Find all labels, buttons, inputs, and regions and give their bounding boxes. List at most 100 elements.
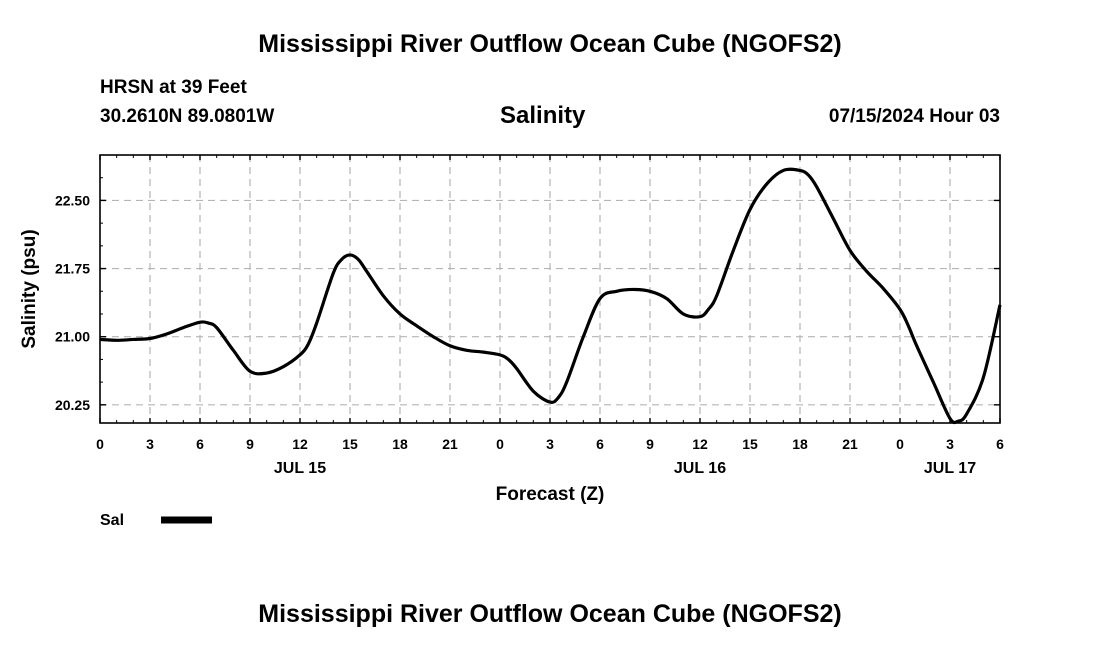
data-point [816, 186, 818, 188]
data-point [807, 174, 809, 176]
y-axis-label: Salinity (psu) [19, 229, 40, 348]
x-tick-label: 6 [596, 436, 604, 452]
x-tick-label: 12 [292, 436, 308, 452]
data-point [616, 290, 618, 292]
footer-title: Mississippi River Outflow Ocean Cube (NG… [258, 600, 842, 628]
day-label: JUL 17 [924, 460, 976, 477]
x-tick-label: 0 [896, 436, 904, 452]
data-point [341, 258, 343, 261]
data-point [307, 343, 309, 345]
data-point [732, 249, 734, 251]
data-point [382, 295, 384, 297]
data-point [982, 376, 984, 379]
data-point [566, 381, 568, 383]
data-point [932, 381, 934, 383]
data-point [399, 313, 401, 315]
data-point [799, 169, 801, 172]
data-point [316, 322, 318, 324]
plot-frame [99, 154, 1001, 424]
day-label: JUL 15 [274, 460, 326, 477]
data-point [866, 270, 868, 272]
data-point [299, 354, 301, 356]
data-point [849, 249, 851, 251]
x-tick-label: 21 [442, 436, 458, 452]
x-tick-label: 0 [96, 436, 104, 452]
forecast-timestamp: 07/15/2024 Hour 03 [828, 106, 1000, 127]
y-tick-label: 22.50 [55, 192, 90, 208]
x-tick-label: 6 [996, 436, 1004, 452]
x-tick-label: 0 [496, 436, 504, 452]
data-point [916, 345, 918, 347]
page-title: Mississippi River Outflow Ocean Cube (NG… [258, 30, 842, 58]
x-tick-label: 18 [792, 436, 808, 452]
x-tick-label: 18 [392, 436, 408, 452]
x-tick-label: 6 [196, 436, 204, 452]
data-point [557, 396, 559, 399]
data-point [499, 354, 501, 356]
data-point [182, 327, 184, 329]
data-point [599, 297, 601, 300]
data-point [149, 337, 151, 340]
data-point [266, 372, 268, 374]
data-point [199, 321, 201, 323]
data-point [207, 322, 209, 324]
station-label: HRSN at 39 Feet [100, 77, 247, 98]
data-point [666, 297, 668, 300]
data-point [366, 270, 368, 272]
data-point [957, 420, 959, 422]
data-point [716, 295, 718, 297]
station-coordinates: 30.2610N 89.0801W [100, 106, 275, 127]
data-point [449, 345, 451, 347]
axis-ticks: 0 3 6 9 12 15 18 21 0 3 6 9 12 15 18 21 0 3 6 JUL 15 JUL 16 J… [55, 154, 1004, 477]
data-point [507, 358, 509, 361]
data-point [907, 325, 909, 327]
x-tick-label: 12 [692, 436, 708, 452]
data-point [482, 351, 484, 353]
x-tick-label: 3 [946, 436, 954, 452]
data-point [549, 401, 551, 403]
x-tick-label: 3 [546, 436, 554, 452]
y-tick-label: 21.00 [55, 329, 90, 345]
data-point [899, 308, 901, 311]
data-point [582, 336, 584, 338]
x-axis-label: Forecast (Z) [496, 484, 605, 505]
x-tick-label: 21 [842, 436, 858, 452]
data-point [632, 288, 634, 291]
data-point [516, 367, 518, 370]
data-point [782, 169, 784, 172]
data-point [832, 217, 834, 220]
data-point [349, 254, 351, 256]
data-point [282, 366, 284, 368]
data-point [649, 290, 651, 292]
data-point [966, 413, 968, 415]
data-point [766, 183, 768, 185]
chart-title: Salinity [500, 102, 586, 129]
data-point [216, 327, 218, 329]
data-point [699, 316, 701, 318]
data-point [132, 338, 134, 341]
grid-lines [100, 155, 1000, 423]
data-point [232, 349, 234, 351]
x-tick-label: 15 [342, 436, 358, 452]
series-layer [99, 167, 1002, 425]
data-point [882, 287, 884, 290]
legend-label: Sal [100, 512, 124, 529]
data-point [707, 308, 709, 311]
y-tick-label: 21.75 [55, 261, 90, 277]
data-point [532, 390, 534, 392]
x-tick-label: 15 [742, 436, 758, 452]
data-point [332, 272, 334, 274]
x-tick-label: 3 [146, 436, 154, 452]
data-point [357, 258, 359, 261]
data-point [432, 336, 434, 338]
data-point [682, 313, 684, 315]
data-point [466, 349, 468, 351]
x-tick-label: 9 [646, 436, 654, 452]
data-point [416, 325, 418, 327]
data-point [749, 208, 751, 211]
day-label: JUL 16 [674, 460, 726, 477]
y-tick-label: 20.25 [55, 397, 90, 413]
data-point [949, 417, 951, 420]
data-point [166, 333, 168, 335]
